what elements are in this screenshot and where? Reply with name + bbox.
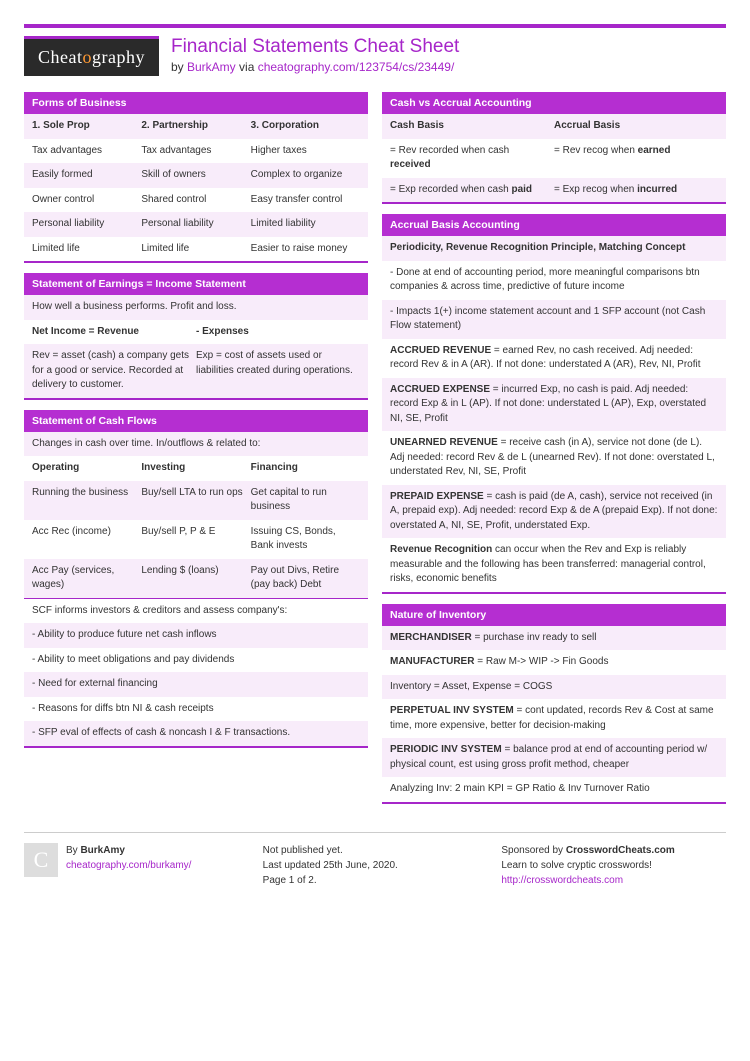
block-statement-of-earnings: Statement of Earnings = Income Statement… — [24, 273, 368, 400]
note-line: - Reasons for diffs btn NI & cash receip… — [24, 697, 368, 722]
intro-text: How well a business performs. Profit and… — [24, 295, 368, 320]
block-header: Cash vs Accrual Accounting — [382, 92, 726, 114]
block-forms-of-business: Forms of Business 1. Sole Prop 2. Partne… — [24, 92, 368, 263]
site-logo: Cheatography — [24, 36, 159, 76]
note-line: - Ability to meet obligations and pay di… — [24, 648, 368, 673]
source-url-link[interactable]: cheatography.com/123754/cs/23449/ — [258, 60, 455, 74]
table-row: UNEARNED REVENUE = receive cash (in A), … — [382, 431, 726, 485]
block-cash-vs-accrual: Cash vs Accrual Accounting Cash Basis Ac… — [382, 92, 726, 204]
table-row: Personal liabilityPersonal liabilityLimi… — [24, 212, 368, 237]
note-line: - SFP eval of effects of cash & noncash … — [24, 721, 368, 746]
table-row: Revenue Recognition can occur when the R… — [382, 538, 726, 592]
block-header: Statement of Cash Flows — [24, 410, 368, 432]
block-header: Nature of Inventory — [382, 604, 726, 626]
logo-text-2: o — [83, 47, 93, 67]
footer-sponsor: Sponsored by CrosswordCheats.com Learn t… — [501, 843, 726, 888]
table-header: Cash Basis Accrual Basis — [382, 114, 726, 139]
page-footer: C By BurkAmy cheatography.com/burkamy/ N… — [24, 843, 726, 902]
table-row: Acc Pay (services, wages)Lending $ (loan… — [24, 559, 368, 598]
table-header: Net Income = Revenue - Expenses — [24, 320, 368, 345]
block-header: Forms of Business — [24, 92, 368, 114]
table-row: PERPETUAL INV SYSTEM = cont updated, rec… — [382, 699, 726, 738]
page-header: Cheatography Financial Statements Cheat … — [24, 36, 726, 76]
table-row: Inventory = Asset, Expense = COGS — [382, 675, 726, 700]
table-row: Tax advantagesTax advantagesHigher taxes — [24, 139, 368, 164]
table-row: Owner controlShared controlEasy transfer… — [24, 188, 368, 213]
table-row: Analyzing Inv: 2 main KPI = GP Ratio & I… — [382, 777, 726, 802]
table-row: Running the businessBuy/sell LTA to run … — [24, 481, 368, 520]
table-row: Rev = asset (cash) a company gets for a … — [24, 344, 368, 398]
intro-text: Changes in cash over time. In/outflows &… — [24, 432, 368, 457]
table-row: Easily formedSkill of ownersComplex to o… — [24, 163, 368, 188]
table-header: Operating Investing Financing — [24, 456, 368, 481]
main-columns: Forms of Business 1. Sole Prop 2. Partne… — [24, 92, 726, 814]
table-header: 1. Sole Prop 2. Partnership 3. Corporati… — [24, 114, 368, 139]
table-row: MERCHANDISER = purchase inv ready to sel… — [382, 626, 726, 651]
footer-publish-info: Not published yet. Last updated 25th Jun… — [263, 843, 488, 888]
logo-text-3: graphy — [92, 47, 145, 67]
block-statement-of-cash-flows: Statement of Cash Flows Changes in cash … — [24, 410, 368, 748]
table-row: PERIODIC INV SYSTEM = balance prod at en… — [382, 738, 726, 777]
footer-logo-icon: C — [24, 843, 58, 877]
table-row: = Rev recorded when cash received= Rev r… — [382, 139, 726, 178]
table-row: MANUFACTURER = Raw M-> WIP -> Fin Goods — [382, 650, 726, 675]
footer-author: By BurkAmy — [66, 843, 191, 858]
top-accent-bar — [24, 24, 726, 28]
table-header: Periodicity, Revenue Recognition Princip… — [382, 236, 726, 261]
block-header: Accrual Basis Accounting — [382, 214, 726, 236]
block-header: Statement of Earnings = Income Statement — [24, 273, 368, 295]
table-row: - Impacts 1(+) income statement account … — [382, 300, 726, 339]
page-title: Financial Statements Cheat Sheet — [171, 36, 459, 58]
block-accrual-basis: Accrual Basis Accounting Periodicity, Re… — [382, 214, 726, 594]
author-link[interactable]: BurkAmy — [187, 60, 236, 74]
note-line: - Ability to produce future net cash inf… — [24, 623, 368, 648]
footer-sponsor-link[interactable]: http://crosswordcheats.com — [501, 875, 623, 886]
table-row: ACCRUED EXPENSE = incurred Exp, no cash … — [382, 378, 726, 432]
table-row: Acc Rec (income)Buy/sell P, P & EIssuing… — [24, 520, 368, 559]
footer-author-link[interactable]: cheatography.com/burkamy/ — [66, 860, 191, 871]
note-line: - Need for external financing — [24, 672, 368, 697]
right-column: Cash vs Accrual Accounting Cash Basis Ac… — [382, 92, 726, 814]
logo-text-1: Cheat — [38, 47, 83, 67]
table-row: = Exp recorded when cash paid= Exp recog… — [382, 178, 726, 203]
table-row: PREPAID EXPENSE = cash is paid (de A, ca… — [382, 485, 726, 539]
block-nature-of-inventory: Nature of Inventory MERCHANDISER = purch… — [382, 604, 726, 804]
table-row: - Done at end of accounting period, more… — [382, 261, 726, 300]
table-row: ACCRUED REVENUE = earned Rev, no cash re… — [382, 339, 726, 378]
footer-separator — [24, 832, 726, 833]
title-block: Financial Statements Cheat Sheet by Burk… — [171, 36, 459, 74]
left-column: Forms of Business 1. Sole Prop 2. Partne… — [24, 92, 368, 814]
byline: by BurkAmy via cheatography.com/123754/c… — [171, 60, 459, 74]
note-line: SCF informs investors & creditors and as… — [24, 599, 368, 624]
table-row: Limited lifeLimited lifeEasier to raise … — [24, 237, 368, 262]
